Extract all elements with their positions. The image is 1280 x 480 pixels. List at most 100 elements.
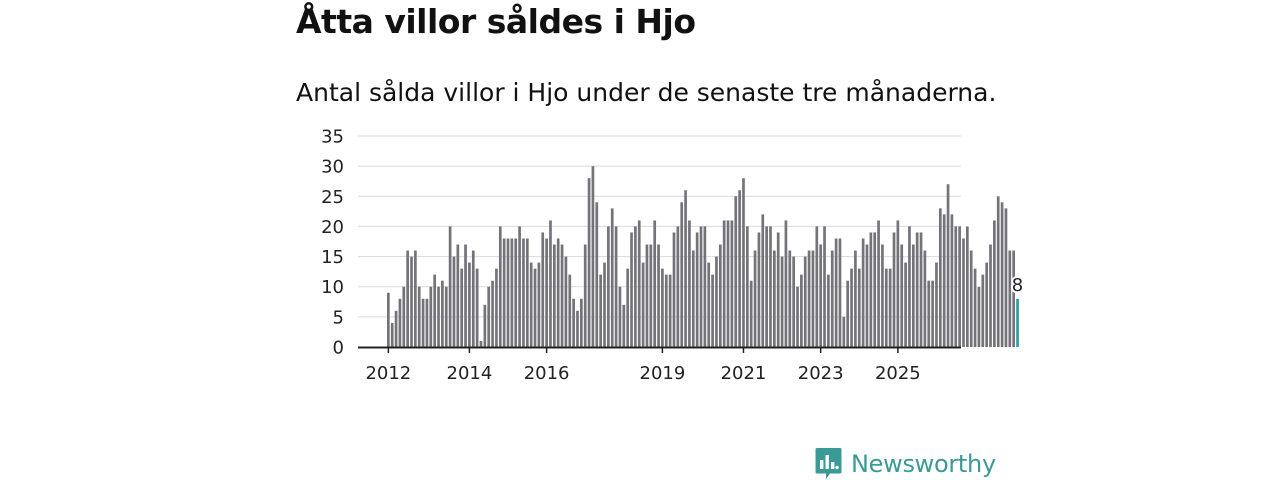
bar bbox=[711, 274, 714, 347]
y-tick-label: 30 bbox=[321, 157, 344, 178]
bar bbox=[803, 256, 807, 347]
bar bbox=[954, 226, 958, 347]
bar bbox=[734, 196, 738, 347]
bar bbox=[938, 208, 942, 347]
bar bbox=[815, 226, 819, 347]
bar bbox=[973, 268, 977, 347]
bar bbox=[645, 244, 649, 347]
bar bbox=[722, 220, 726, 347]
data-label-latest: 8 bbox=[1012, 275, 1023, 296]
bar bbox=[730, 220, 734, 347]
bar bbox=[715, 256, 718, 347]
bar bbox=[985, 262, 988, 347]
bar bbox=[421, 298, 425, 347]
bar bbox=[614, 226, 618, 347]
bar bbox=[491, 280, 494, 347]
bar bbox=[483, 304, 487, 347]
bar bbox=[884, 268, 888, 347]
bar bbox=[475, 268, 479, 347]
bar bbox=[510, 238, 514, 347]
bar bbox=[429, 286, 433, 347]
bar bbox=[402, 286, 406, 347]
bar bbox=[618, 286, 622, 347]
bar bbox=[653, 220, 657, 347]
bar bbox=[838, 238, 842, 347]
bar bbox=[888, 268, 892, 347]
x-tick-label: 2016 bbox=[524, 363, 570, 384]
bar bbox=[769, 226, 772, 347]
bar bbox=[390, 322, 394, 347]
bar bbox=[522, 238, 525, 347]
bar bbox=[607, 226, 610, 347]
bar bbox=[707, 262, 711, 347]
bar bbox=[610, 208, 614, 347]
x-tick-label: 2012 bbox=[365, 363, 411, 384]
bar bbox=[996, 196, 1000, 347]
bar bbox=[545, 238, 548, 347]
bar bbox=[873, 232, 877, 347]
bar bbox=[869, 232, 873, 347]
brand-name: Newsworthy bbox=[851, 449, 996, 478]
data-labels: 8 bbox=[1010, 273, 1025, 298]
bar bbox=[846, 280, 850, 347]
bar bbox=[1000, 202, 1004, 347]
bar bbox=[576, 310, 579, 347]
newsworthy-logo-icon bbox=[815, 448, 842, 479]
bar bbox=[749, 280, 753, 347]
bar bbox=[525, 238, 529, 347]
bar bbox=[911, 244, 915, 347]
bar bbox=[834, 238, 838, 347]
bar bbox=[927, 280, 931, 347]
y-tick-label: 35 bbox=[321, 127, 344, 148]
bar bbox=[738, 190, 741, 347]
bar bbox=[942, 214, 946, 347]
bar bbox=[780, 256, 784, 347]
x-tick-label: 2014 bbox=[447, 363, 493, 384]
x-tick-label: 2025 bbox=[875, 363, 921, 384]
bar bbox=[406, 250, 409, 347]
bar bbox=[757, 232, 761, 347]
bar bbox=[471, 250, 475, 347]
bar bbox=[630, 232, 633, 347]
bar bbox=[850, 268, 853, 347]
bar bbox=[657, 244, 660, 347]
bar bbox=[776, 232, 780, 347]
bar bbox=[514, 238, 518, 347]
bar bbox=[726, 220, 730, 347]
y-tick-label: 20 bbox=[321, 217, 344, 238]
bar bbox=[680, 202, 684, 347]
bar bbox=[444, 286, 448, 347]
bar bbox=[641, 262, 645, 347]
bar bbox=[993, 220, 996, 347]
bars bbox=[387, 166, 1019, 347]
bar bbox=[989, 244, 992, 347]
bar bbox=[931, 280, 934, 347]
x-tick-label: 2019 bbox=[640, 363, 686, 384]
bar bbox=[761, 214, 765, 347]
bar bbox=[811, 250, 815, 347]
y-tick-label: 10 bbox=[321, 277, 344, 298]
bar bbox=[695, 232, 699, 347]
bar bbox=[773, 250, 776, 347]
bar bbox=[518, 226, 521, 347]
bar bbox=[595, 202, 599, 347]
bar bbox=[437, 286, 440, 347]
bar bbox=[877, 220, 880, 347]
bar bbox=[672, 232, 676, 347]
bar bbox=[792, 256, 795, 347]
bar bbox=[1012, 250, 1016, 347]
bar bbox=[487, 286, 491, 347]
bar bbox=[441, 280, 444, 347]
bar bbox=[649, 244, 653, 347]
chart-subtitle: Antal sålda villor i Hjo under de senast… bbox=[296, 78, 997, 107]
bar bbox=[498, 226, 502, 347]
bar bbox=[556, 238, 560, 347]
bar bbox=[900, 244, 904, 347]
bar bbox=[398, 298, 402, 347]
newsworthy-logo[interactable]: Newsworthy bbox=[815, 447, 996, 480]
bar bbox=[495, 268, 498, 347]
bar bbox=[1008, 250, 1012, 347]
bar-latest bbox=[1016, 298, 1019, 347]
bar bbox=[788, 250, 792, 347]
